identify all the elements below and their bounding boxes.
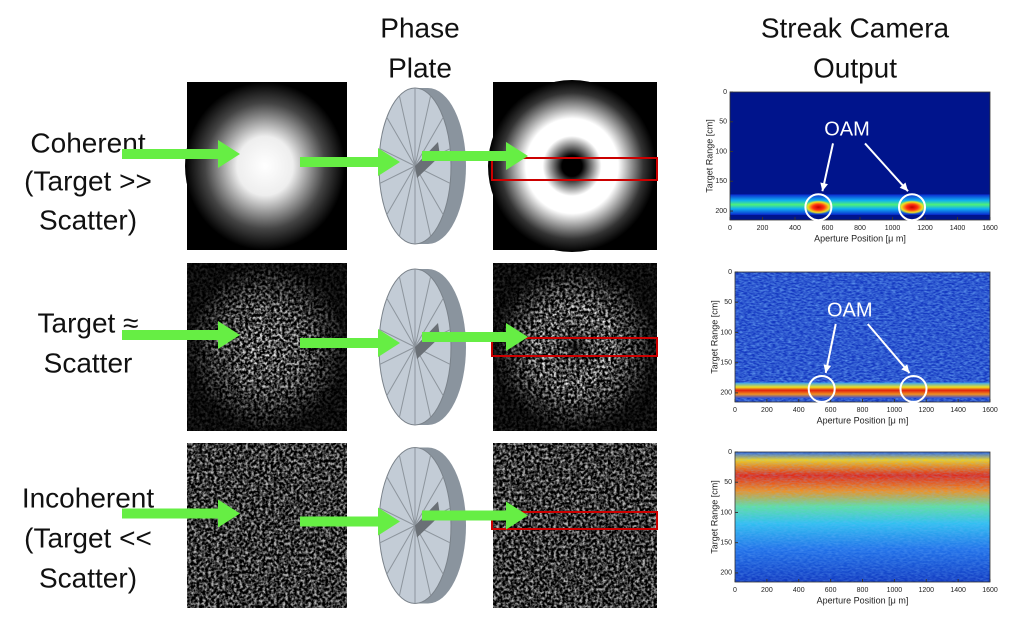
y-tick-label: 50 <box>719 119 727 126</box>
annotation: OAM <box>824 119 870 141</box>
beam <box>422 151 508 161</box>
x-tick-label: 0 <box>728 225 732 232</box>
x-tick-label: 1600 <box>982 407 998 414</box>
x-tick-label: 600 <box>825 587 837 594</box>
row-label: Scatter <box>44 347 133 378</box>
y-tick-label: 0 <box>723 89 727 96</box>
y-tick-label: 200 <box>720 390 732 397</box>
x-axis-label: Aperture Position [μ m] <box>814 233 906 243</box>
heat-band <box>730 194 990 214</box>
y-tick-label: 0 <box>728 269 732 276</box>
beam <box>300 517 380 527</box>
y-axis-label: Target Range [cm] <box>704 119 714 193</box>
x-tick-label: 1000 <box>887 587 903 594</box>
x-tick-label: 400 <box>789 225 801 232</box>
y-tick-label: 200 <box>715 208 727 215</box>
heat-noise <box>735 452 990 582</box>
x-tick-label: 200 <box>761 587 773 594</box>
y-tick-label: 150 <box>715 178 727 185</box>
beam <box>122 149 220 159</box>
y-axis-label: Target Range [cm] <box>709 480 719 554</box>
y-tick-label: 200 <box>720 570 732 577</box>
x-tick-label: 1200 <box>917 225 933 232</box>
figure: Phase Plate Streak Camera Output Coheren… <box>0 0 1012 617</box>
x-tick-label: 1400 <box>950 225 966 232</box>
x-tick-label: 400 <box>793 587 805 594</box>
beam <box>422 511 508 521</box>
row-label: (Target >> <box>24 165 152 196</box>
y-axis-label: Target Range [cm] <box>709 300 719 374</box>
x-tick-label: 200 <box>757 225 769 232</box>
heat-spot <box>898 200 926 214</box>
beam <box>122 509 220 519</box>
row-label: Scatter) <box>39 204 137 235</box>
x-axis-label: Aperture Position [μ m] <box>817 595 909 605</box>
header: Plate <box>388 52 452 83</box>
y-tick-label: 50 <box>724 299 732 306</box>
vortex <box>488 80 656 252</box>
y-tick-label: 150 <box>720 540 732 547</box>
x-tick-label: 1000 <box>887 407 903 414</box>
vignette <box>493 263 657 431</box>
y-tick-label: 100 <box>715 148 727 155</box>
heatmap <box>735 272 990 402</box>
y-tick-label: 100 <box>720 329 732 336</box>
y-tick-label: 50 <box>724 479 732 486</box>
annotation: OAM <box>827 299 873 321</box>
beam <box>122 330 220 340</box>
heatmap <box>735 452 990 582</box>
x-tick-label: 1200 <box>918 587 934 594</box>
y-tick-label: 150 <box>720 360 732 367</box>
y-tick-label: 0 <box>728 449 732 456</box>
x-tick-label: 1200 <box>918 407 934 414</box>
x-tick-label: 1400 <box>950 587 966 594</box>
speckle <box>493 443 657 608</box>
heat-band <box>735 383 990 399</box>
x-tick-label: 800 <box>854 225 866 232</box>
x-tick-label: 600 <box>825 407 837 414</box>
x-axis-label: Aperture Position [μ m] <box>817 415 909 425</box>
header: Output <box>813 52 897 83</box>
x-tick-label: 1400 <box>950 407 966 414</box>
beam <box>300 338 380 348</box>
x-tick-label: 600 <box>822 225 834 232</box>
x-tick-label: 1000 <box>885 225 901 232</box>
beam <box>422 332 508 342</box>
y-tick-label: 100 <box>720 509 732 516</box>
row-label: (Target << <box>24 522 152 553</box>
x-tick-label: 0 <box>733 407 737 414</box>
x-tick-label: 200 <box>761 407 773 414</box>
beam <box>300 157 380 167</box>
x-tick-label: 1600 <box>982 587 998 594</box>
header: Phase <box>380 12 459 43</box>
heat-spot <box>804 200 832 214</box>
header: Streak Camera <box>761 12 950 43</box>
x-tick-label: 400 <box>793 407 805 414</box>
x-tick-label: 1600 <box>982 225 998 232</box>
x-tick-label: 800 <box>857 407 869 414</box>
x-tick-label: 0 <box>733 587 737 594</box>
heatmap <box>730 92 990 220</box>
row-label: Scatter) <box>39 562 137 593</box>
x-tick-label: 800 <box>857 587 869 594</box>
